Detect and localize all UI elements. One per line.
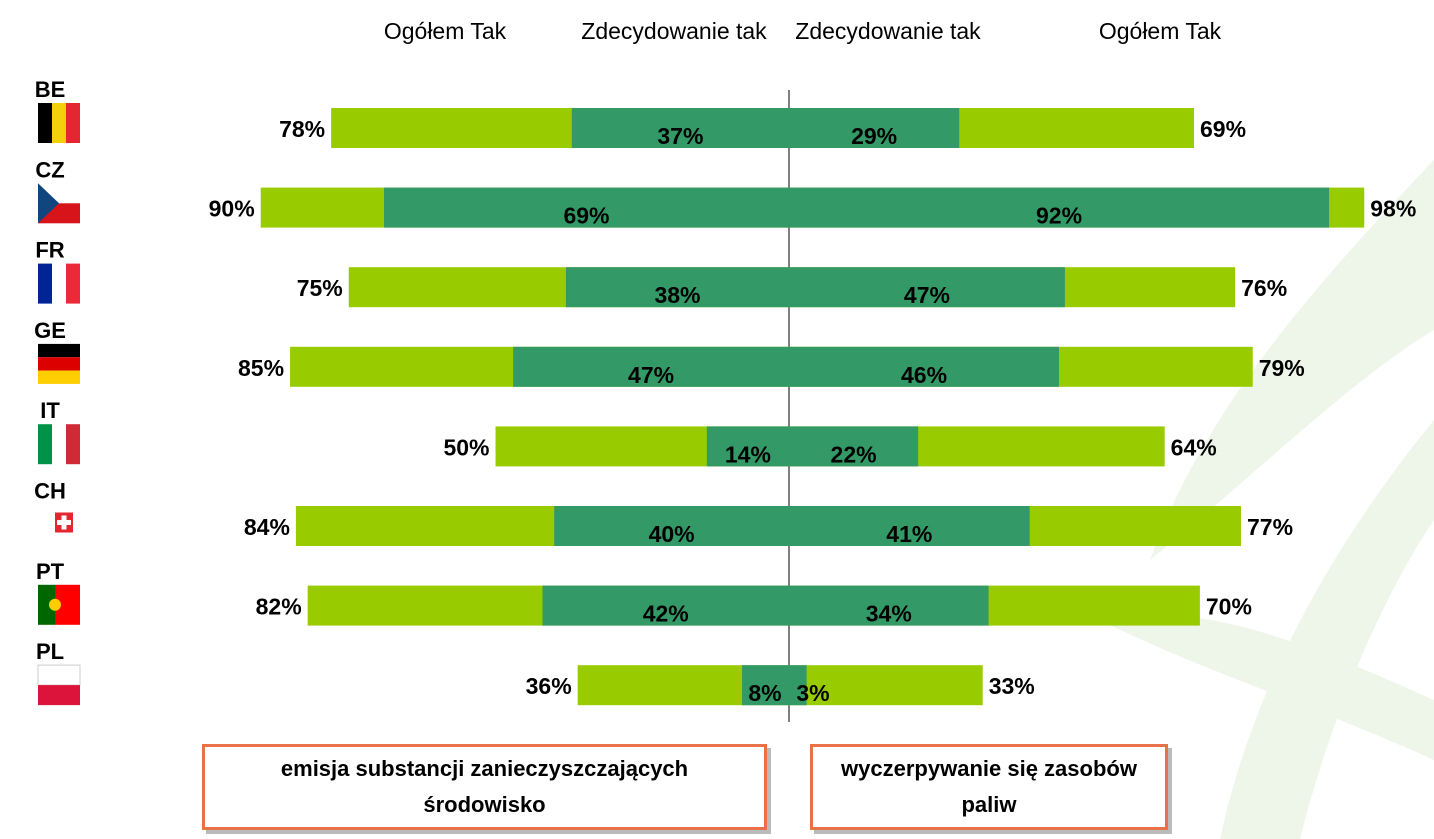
flag-stripe [38, 371, 80, 384]
strong-label: 47% [628, 362, 674, 388]
flag-stripe [38, 264, 52, 304]
country-code: BE [35, 77, 66, 102]
strong-label: 46% [901, 362, 947, 388]
column-header: Zdecydowanie tak [574, 12, 774, 50]
strong-label: 92% [1036, 203, 1082, 229]
total-label: 70% [1206, 594, 1252, 620]
total-label: 82% [256, 594, 302, 620]
country-code: IT [40, 398, 60, 423]
column-header: Ogółem Tak [1060, 12, 1260, 50]
flag [38, 103, 80, 143]
flag-stripe [52, 264, 66, 304]
total-label: 79% [1259, 355, 1305, 381]
flag [38, 183, 80, 223]
flag-stripe [38, 424, 52, 464]
country-code: PT [36, 559, 65, 584]
strong-label: 14% [725, 441, 771, 467]
flag-emblem [49, 599, 61, 611]
flag-stripe [38, 103, 52, 143]
chart: 78% 37% 69% 29% 90% 69% 98% 92% 75% 38% 76% 47% 85% 4… [0, 0, 1434, 839]
group-label: wyczerpywanie się zasobów paliw [810, 744, 1168, 830]
flag-stripe [66, 264, 80, 304]
country-code: PL [36, 639, 64, 664]
total-label: 69% [1200, 116, 1246, 142]
strong-label: 40% [649, 521, 695, 547]
total-label: 90% [209, 196, 255, 222]
total-label: 36% [526, 673, 572, 699]
strong-label: 41% [886, 521, 932, 547]
flag [38, 264, 80, 304]
chart-canvas: 78% 37% 69% 29% 90% 69% 98% 92% 75% 38% 76% 47% 85% 4… [0, 0, 1434, 839]
flag [55, 513, 73, 533]
flag [38, 344, 80, 384]
flag-stripe [38, 685, 80, 705]
flag [38, 585, 80, 625]
total-label: 84% [244, 514, 290, 540]
strong-label: 42% [643, 601, 689, 627]
strong-label: 34% [866, 601, 912, 627]
strong-label: 37% [657, 123, 703, 149]
strong-label: 69% [563, 203, 609, 229]
flag [38, 424, 80, 464]
column-header: Ogółem Tak [345, 12, 545, 50]
total-label: 64% [1171, 434, 1217, 460]
background-leaves [1100, 160, 1434, 839]
flag-stripe [52, 424, 66, 464]
strong-label: 8% [748, 680, 781, 706]
country-code: CZ [35, 157, 64, 182]
group-label: emisja substancji zanieczyszczających śr… [202, 744, 767, 830]
country-code: GE [34, 318, 66, 343]
total-label: 75% [297, 275, 343, 301]
flag-stripe [66, 103, 80, 143]
strong-label: 3% [796, 680, 829, 706]
strong-label: 38% [654, 282, 700, 308]
total-label: 85% [238, 355, 284, 381]
flag [38, 665, 80, 705]
total-label: 76% [1241, 275, 1287, 301]
strong-label: 29% [851, 123, 897, 149]
strong-label: 47% [904, 282, 950, 308]
total-label: 78% [279, 116, 325, 142]
total-label: 33% [989, 673, 1035, 699]
total-label: 50% [443, 434, 489, 460]
column-header: Zdecydowanie tak [788, 12, 988, 50]
flag-stripe [38, 665, 80, 685]
country-code: FR [35, 238, 64, 263]
total-label: 98% [1370, 196, 1416, 222]
flag-stripe [38, 357, 80, 370]
country-code: CH [34, 479, 66, 504]
flag-stripe [38, 344, 80, 357]
flag-stripe [52, 103, 66, 143]
strong-label: 22% [831, 441, 877, 467]
flags: BE CZ FR GE IT CH PT PL [34, 77, 80, 705]
flag-stripe [66, 424, 80, 464]
total-label: 77% [1247, 514, 1293, 540]
flag-cross [57, 520, 71, 525]
